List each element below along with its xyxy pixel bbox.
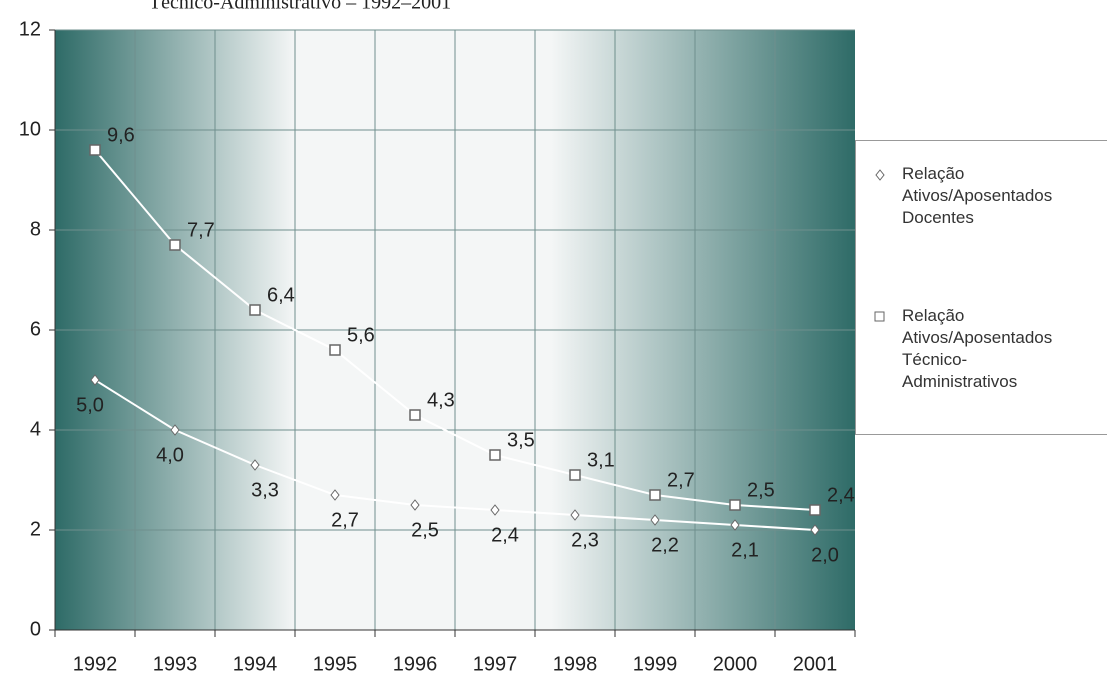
x-tick-label: 1993 (153, 653, 198, 675)
marker (409, 409, 421, 421)
marker (330, 489, 340, 501)
marker (329, 344, 341, 356)
data-label: 9,6 (107, 124, 135, 146)
y-tick-label: 6 (30, 318, 41, 340)
data-label: 2,4 (827, 484, 855, 506)
marker (169, 239, 181, 251)
x-tick-label: 1992 (73, 653, 118, 675)
data-label: 2,5 (747, 479, 775, 501)
data-label: 4,0 (156, 444, 184, 466)
data-label: 3,5 (507, 429, 535, 451)
chart-title: Técnico-Administrativo – 1992–2001 (149, 0, 451, 14)
x-tick-label: 1994 (233, 653, 278, 675)
legend-symbol (874, 168, 886, 186)
x-tick-label: 1998 (553, 653, 598, 675)
x-tick-label: 1999 (633, 653, 678, 675)
marker (730, 519, 740, 531)
data-label: 2,1 (731, 539, 759, 561)
legend-label: Relação Ativos/Aposentados Docentes (902, 164, 1053, 227)
y-tick-label: 2 (30, 518, 41, 540)
marker (569, 469, 581, 481)
marker (90, 374, 100, 386)
marker (170, 424, 180, 436)
x-tick-label: 1997 (473, 653, 518, 675)
marker (489, 449, 501, 461)
y-tick-label: 4 (30, 418, 41, 440)
x-tick-label: 1996 (393, 653, 438, 675)
x-tick-label: 2000 (713, 653, 758, 675)
marker (809, 504, 821, 516)
data-label: 2,5 (411, 519, 439, 541)
data-label: 4,3 (427, 389, 455, 411)
marker (490, 504, 500, 516)
y-tick-label: 10 (19, 118, 41, 140)
data-label: 7,7 (187, 219, 215, 241)
data-label: 2,4 (491, 524, 519, 546)
data-label: 3,3 (251, 479, 279, 501)
data-label: 2,2 (651, 534, 679, 556)
data-label: 5,0 (76, 394, 104, 416)
data-label: 2,0 (811, 544, 839, 566)
marker (249, 304, 261, 316)
data-label: 2,7 (331, 509, 359, 531)
x-tick-label: 1995 (313, 653, 358, 675)
y-tick-label: 12 (19, 18, 41, 40)
marker (649, 489, 661, 501)
y-tick-label: 0 (30, 618, 41, 640)
legend-symbol (874, 310, 886, 328)
marker (410, 499, 420, 511)
x-tick-label: 2001 (793, 653, 838, 675)
data-label: 6,4 (267, 284, 295, 306)
marker (89, 144, 101, 156)
data-label: 2,3 (571, 529, 599, 551)
marker (570, 509, 580, 521)
data-label: 3,1 (587, 449, 615, 471)
legend: Relação Ativos/Aposentados Docentes Relaç… (855, 140, 1107, 435)
series-line (94, 149, 816, 511)
series-line (94, 379, 816, 531)
data-label: 2,7 (667, 469, 695, 491)
marker (650, 514, 660, 526)
legend-label: Relação Ativos/Aposentados Técnico-Admin… (902, 306, 1053, 391)
marker (729, 499, 741, 511)
y-tick-label: 8 (30, 218, 41, 240)
marker (250, 459, 260, 471)
marker (810, 524, 820, 536)
data-label: 5,6 (347, 324, 375, 346)
